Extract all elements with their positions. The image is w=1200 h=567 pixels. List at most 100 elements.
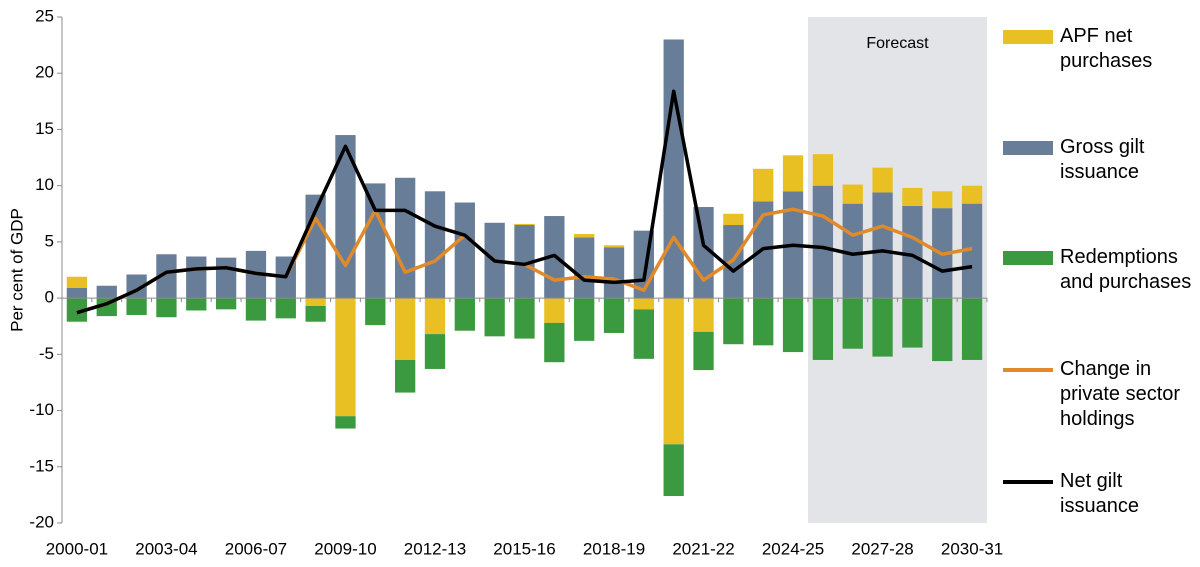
y-tick-label: 20 <box>35 63 54 82</box>
legend-label: Net gilt issuance <box>1060 470 1139 517</box>
bar <box>663 39 684 299</box>
bar <box>365 298 386 326</box>
bar <box>186 256 207 299</box>
bar <box>156 254 177 299</box>
bar <box>902 205 923 299</box>
bar <box>454 202 475 299</box>
bar <box>514 298 535 339</box>
y-tick-label: 25 <box>35 6 54 25</box>
bar <box>633 309 654 359</box>
bar <box>663 298 684 445</box>
x-tick-label: 2018-19 <box>583 539 645 558</box>
bar <box>842 184 863 204</box>
bar <box>424 298 446 335</box>
y-tick-label: 5 <box>45 231 54 250</box>
legend-label: Gross gilt issuance <box>1060 136 1145 183</box>
bar <box>753 298 774 346</box>
bar <box>335 416 356 429</box>
bar <box>603 245 625 248</box>
legend-swatch <box>1003 30 1053 44</box>
y-axis-label: Per cent of GDP <box>7 208 26 332</box>
bar <box>245 298 267 321</box>
bar <box>156 298 177 318</box>
bar <box>723 213 744 226</box>
bar <box>603 247 625 299</box>
bar <box>514 223 535 226</box>
bar <box>872 167 893 193</box>
bar <box>961 185 983 204</box>
line <box>76 89 973 315</box>
x-tick-label: 2024-25 <box>762 539 824 558</box>
x-tick-label: 2012-13 <box>404 539 466 558</box>
bar <box>842 203 863 299</box>
legend-label: Redemptions and purchases <box>1060 246 1192 293</box>
bar <box>424 334 446 369</box>
y-tick-label: 15 <box>35 119 54 138</box>
bar <box>66 298 88 322</box>
y-tick-label: -15 <box>29 456 54 475</box>
legend-swatch <box>1003 251 1053 265</box>
bar <box>932 191 953 209</box>
bar <box>723 298 744 345</box>
x-tick-label: 2003-04 <box>135 539 197 558</box>
bar <box>335 298 356 417</box>
bar <box>574 298 595 341</box>
bar <box>872 298 893 357</box>
legend-label: APF net purchases <box>1060 25 1153 72</box>
bar <box>544 322 565 363</box>
bar <box>902 298 923 348</box>
bar <box>633 298 654 310</box>
bar <box>961 203 983 299</box>
bar <box>395 298 416 360</box>
bar <box>126 298 147 315</box>
x-tick-label: 2027-28 <box>851 539 913 558</box>
bar <box>305 305 326 322</box>
bar <box>812 185 834 299</box>
bar <box>484 298 505 337</box>
bar <box>395 359 416 393</box>
bar <box>574 234 595 238</box>
legend-label: Change in private sector holdings <box>1060 358 1181 430</box>
y-tick-label: 10 <box>35 175 54 194</box>
x-tick-label: 2015-16 <box>493 539 555 558</box>
bar <box>275 298 296 319</box>
bar <box>753 168 774 202</box>
bar <box>96 285 117 299</box>
legend-swatch <box>1003 141 1053 155</box>
forecast-label: Forecast <box>866 35 929 52</box>
bar <box>782 298 804 353</box>
y-tick-label: -10 <box>29 400 54 419</box>
bar <box>603 298 625 333</box>
bar <box>902 187 923 206</box>
bar <box>812 298 834 360</box>
bar <box>693 298 714 332</box>
bar <box>66 276 88 288</box>
bar <box>574 237 595 299</box>
x-tick-label: 2000-01 <box>46 539 108 558</box>
x-tick-label: 2030-31 <box>941 539 1003 558</box>
x-tick-label: 2021-22 <box>672 539 734 558</box>
bar <box>544 298 565 323</box>
bar <box>186 298 207 311</box>
bar <box>66 287 88 299</box>
y-tick-label: 0 <box>45 288 54 307</box>
bar <box>932 298 953 362</box>
bar <box>812 154 834 186</box>
bar <box>693 331 714 371</box>
bar <box>872 192 893 299</box>
bar <box>305 298 326 306</box>
bar <box>842 298 863 349</box>
bar <box>514 225 535 299</box>
y-tick-label: -20 <box>29 512 54 531</box>
bar <box>782 155 804 192</box>
bar <box>215 257 237 299</box>
bar <box>424 191 446 299</box>
bar <box>454 298 475 331</box>
bar <box>395 177 416 299</box>
bar <box>961 298 983 360</box>
x-tick-label: 2006-07 <box>225 539 287 558</box>
bar <box>215 298 237 310</box>
bar <box>365 183 386 299</box>
